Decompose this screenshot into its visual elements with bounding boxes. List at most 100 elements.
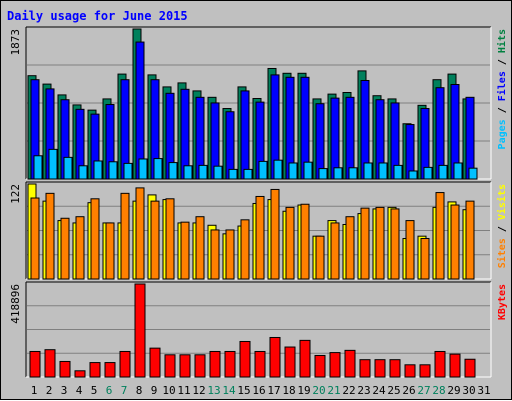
bar-kbytes-day-21 [329,352,341,378]
legend-part: Sites [496,238,508,268]
bar-files-day-8 [135,41,145,180]
x-tick-label-day-15: 15 [237,384,250,397]
bar-kbytes-day-23 [359,359,371,378]
bar-sites-day-22 [345,216,355,280]
legend-part: Hits [496,29,508,53]
x-tick-label-day-31: 31 [477,384,490,397]
x-tick-label-day-3: 3 [61,384,68,397]
x-tick-label-day-13: 13 [207,384,220,397]
bar-pages-day-19 [303,161,313,180]
bar-pages-day-6 [108,161,118,180]
bar-sites-day-18 [285,206,295,280]
bar-kbytes-day-25 [389,359,401,378]
bar-sites-day-8 [135,187,145,280]
x-tick-label-day-1: 1 [31,384,38,397]
bar-sites-day-24 [375,206,385,280]
bar-sites-day-23 [360,207,370,280]
bar-pages-day-14 [228,168,238,180]
x-tick-label-day-11: 11 [177,384,190,397]
legend-hits-files-pages: Pages / Files / Hits [496,29,508,149]
bar-pages-day-8 [138,158,148,180]
y-max-label: 1873 [9,29,22,56]
x-tick-label-day-23: 23 [357,384,370,397]
bar-kbytes-day-8 [134,283,146,378]
bar-kbytes-day-5 [89,362,101,378]
bar-pages-day-13 [213,165,223,180]
bar-files-day-20 [315,103,325,180]
x-tick-label-day-21: 21 [327,384,340,397]
bar-pages-day-15 [243,168,253,180]
bar-sites-day-25 [390,208,400,280]
bar-sites-day-12 [195,216,205,280]
bar-kbytes-day-9 [149,347,161,378]
bar-sites-day-27 [420,238,430,280]
x-tick-label-day-30: 30 [462,384,475,397]
bar-kbytes-day-12 [194,354,206,378]
bar-pages-day-26 [408,170,418,180]
legend-part: Files [496,71,508,101]
bar-kbytes-day-18 [284,346,296,378]
bar-pages-day-17 [273,159,283,180]
x-tick-label-day-7: 7 [121,384,128,397]
legend-part: / [497,101,508,119]
bar-files-day-30 [465,96,475,180]
x-tick-label-day-12: 12 [192,384,205,397]
bar-sites-day-30 [465,200,475,280]
bar-files-day-15 [240,90,250,180]
x-tick-label-day-27: 27 [417,384,430,397]
bar-sites-day-19 [300,203,310,280]
legend-part: / [497,53,508,71]
x-tick-label-day-20: 20 [312,384,325,397]
bar-kbytes-day-13 [209,350,221,378]
bar-kbytes-day-4 [74,370,86,378]
bar-kbytes-day-1 [29,350,41,378]
bar-sites-day-26 [405,220,415,280]
bar-sites-day-29 [450,204,460,280]
x-tick-label-day-8: 8 [136,384,143,397]
x-tick-label-day-25: 25 [387,384,400,397]
bar-pages-day-12 [198,164,208,180]
bar-kbytes-day-22 [344,349,356,378]
bar-kbytes-day-24 [374,359,386,378]
x-tick-label-day-10: 10 [162,384,175,397]
bar-pages-day-3 [63,156,73,180]
bar-pages-day-24 [378,162,388,180]
bar-sites-day-11 [180,221,190,280]
bar-pages-day-21 [333,167,343,180]
bar-sites-day-6 [105,222,115,280]
bar-kbytes-day-20 [314,354,326,378]
bar-kbytes-day-27 [419,364,431,378]
bar-pages-day-20 [318,168,328,180]
bar-kbytes-day-15 [239,340,251,378]
bar-kbytes-day-26 [404,364,416,378]
x-tick-label-day-29: 29 [447,384,460,397]
bar-sites-day-14 [225,229,235,280]
bar-kbytes-day-14 [224,350,236,378]
bar-kbytes-day-10 [164,354,176,378]
x-tick-label-day-17: 17 [267,384,280,397]
bar-pages-day-16 [258,160,268,180]
bar-pages-day-25 [393,164,403,180]
x-tick-label-day-4: 4 [76,384,83,397]
bar-sites-day-1 [30,197,40,280]
bar-kbytes-day-3 [59,360,71,378]
x-tick-label-day-6: 6 [106,384,113,397]
bar-kbytes-day-17 [269,336,281,378]
bar-sites-day-15 [240,219,250,280]
bar-kbytes-day-11 [179,354,191,378]
x-tick-label-day-24: 24 [372,384,386,397]
x-tick-label-day-18: 18 [282,384,295,397]
bar-kbytes-day-19 [299,339,311,378]
bar-pages-day-23 [363,162,373,180]
y-max-label: 418896 [9,284,22,324]
legend-part: Pages [497,119,508,149]
bar-kbytes-day-16 [254,350,266,378]
bar-pages-day-7 [123,162,133,180]
bar-kbytes-day-7 [119,350,131,378]
bar-sites-day-13 [210,229,220,280]
bar-sites-day-28 [435,192,445,280]
bar-kbytes-day-6 [104,362,116,378]
bar-kbytes-day-28 [434,350,446,378]
